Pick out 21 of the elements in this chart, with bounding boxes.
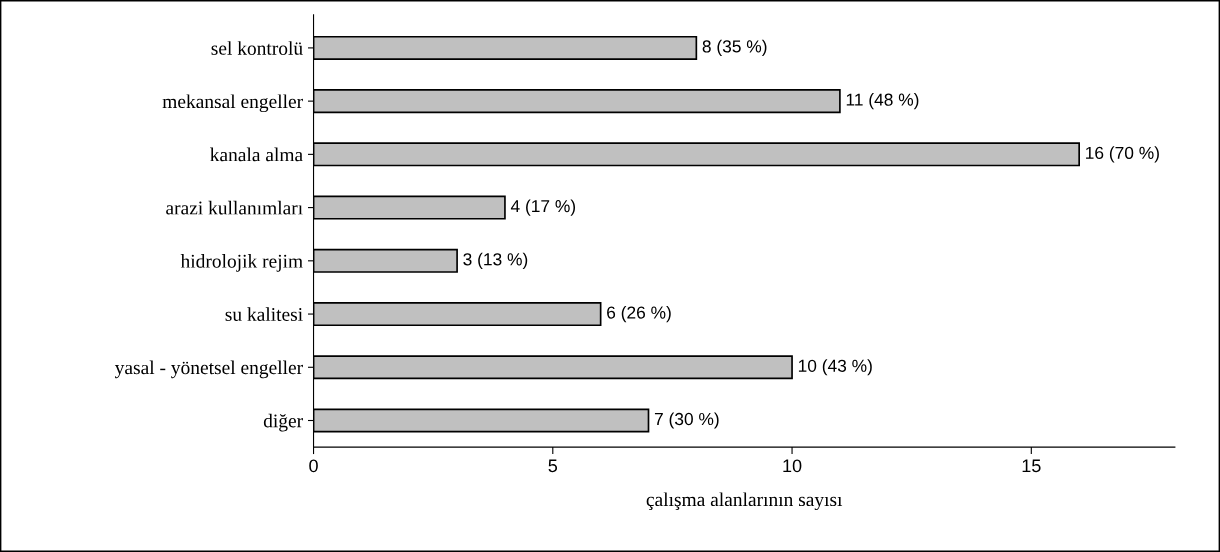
data-label: 11 (48 %) bbox=[846, 93, 919, 110]
data-label: 16 (70 %) bbox=[1086, 146, 1159, 163]
y-tick-label: mekansal engeller bbox=[162, 94, 303, 113]
x-tick-label: 10 bbox=[783, 459, 802, 473]
x-tick-label: 0 bbox=[309, 459, 318, 473]
y-tick-label: yasal - yönetsel engeller bbox=[114, 360, 303, 379]
x-tick-label: 15 bbox=[1022, 459, 1041, 473]
data-label: 10 (43 %) bbox=[798, 359, 872, 376]
data-label: 4 (17 %) bbox=[510, 199, 576, 216]
data-label: 3 (13 %) bbox=[463, 252, 528, 269]
y-tick-label: kanala alma bbox=[210, 147, 303, 162]
data-label: 7 (30 %) bbox=[654, 412, 719, 429]
data-label: 8 (35 %) bbox=[702, 39, 767, 56]
x-tick-label: 5 bbox=[548, 459, 558, 473]
y-tick-label: sel kontrolü bbox=[211, 41, 303, 55]
x-axis-title: çalışma alanlarının sayısı bbox=[646, 492, 843, 511]
y-tick-label: diğer bbox=[263, 413, 303, 432]
y-tick-label: arazi kullanımları bbox=[166, 200, 303, 215]
y-tick-label: su kalitesi bbox=[225, 307, 303, 321]
data-label: 6 (26 %) bbox=[607, 305, 671, 323]
y-tick-label: hidrolojik rejim bbox=[180, 254, 303, 272]
